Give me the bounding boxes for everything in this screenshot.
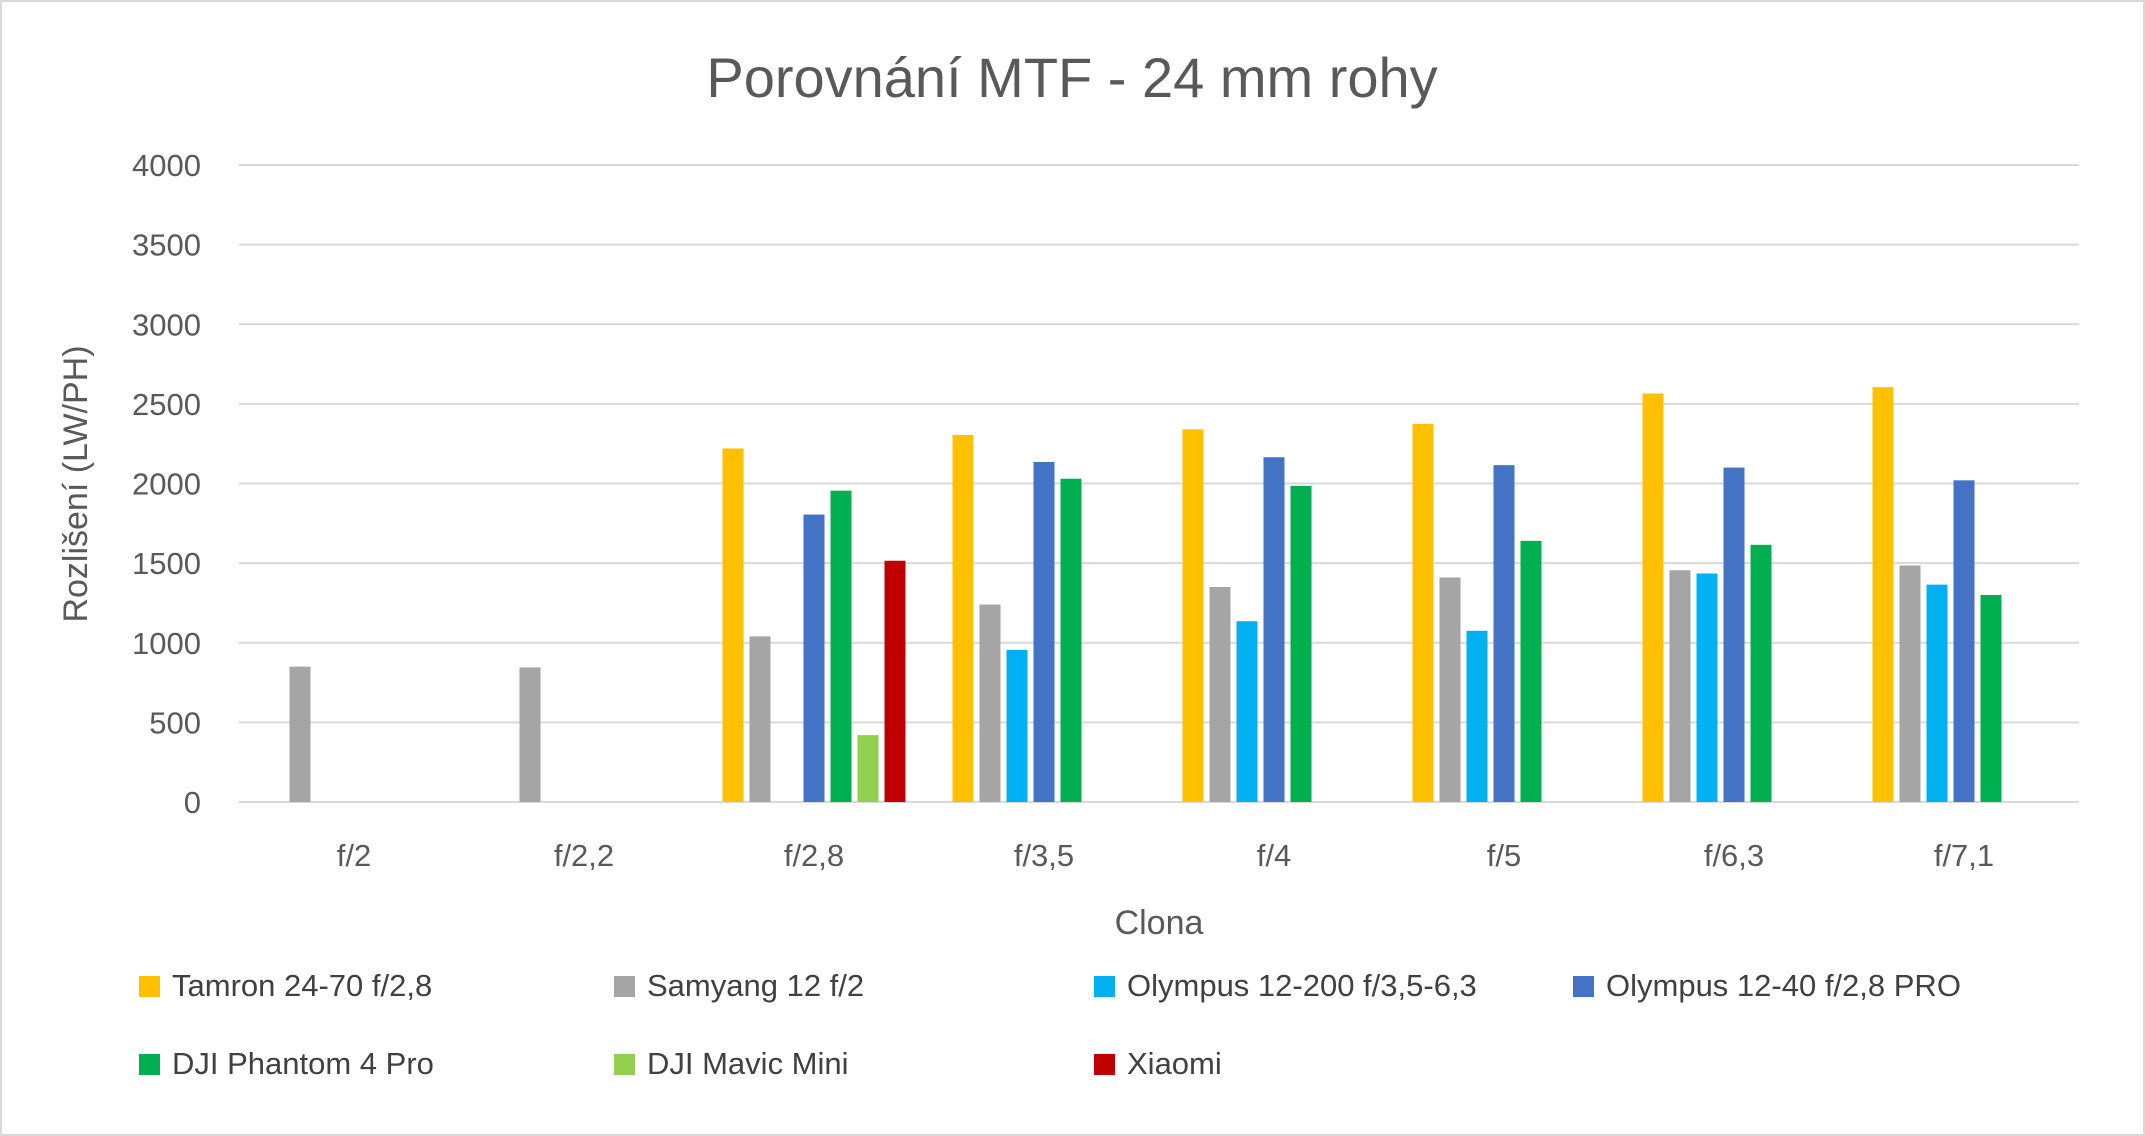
y-tick-label: 2500 <box>132 387 201 422</box>
bar <box>749 636 771 802</box>
y-tick-label: 2000 <box>132 467 201 502</box>
bar <box>884 560 906 802</box>
gridlines <box>239 164 2079 803</box>
bar <box>722 448 744 802</box>
bar <box>1263 457 1285 802</box>
bar <box>1750 544 1772 802</box>
bar <box>979 604 1001 802</box>
bar <box>803 514 825 802</box>
legend-item: Tamron 24-70 f/2,8 <box>139 968 432 1003</box>
bar <box>1872 387 1894 802</box>
bar <box>830 490 852 802</box>
legend-swatch <box>139 976 160 997</box>
bar <box>1006 649 1028 802</box>
legend-swatch <box>614 1054 635 1075</box>
x-tick-labels: f/2 f/2,2 f/2,8 f/3,5 f/4 f/5 f/6,3 f/7,1 <box>337 838 1994 873</box>
legend: Tamron 24-70 f/2,8 Samyang 12 f/2 Olympus … <box>139 968 1961 1081</box>
bar <box>1669 570 1691 802</box>
legend-item: Samyang 12 f/2 <box>614 968 864 1003</box>
bar <box>289 666 311 802</box>
x-axis-title: Clona <box>1115 904 1204 942</box>
legend-item: Olympus 12-200 f/3,5-6,3 <box>1094 968 1477 1003</box>
bar <box>1412 423 1434 802</box>
legend-swatch <box>1573 976 1594 997</box>
bar <box>1899 565 1921 802</box>
legend-label: Xiaomi <box>1127 1046 1222 1081</box>
bar <box>1060 478 1082 802</box>
legend-swatch <box>1094 976 1115 997</box>
x-tick-label: f/4 <box>1257 838 1291 873</box>
bar <box>1642 393 1664 802</box>
legend-label: Samyang 12 f/2 <box>647 968 864 1003</box>
legend-label: Olympus 12-200 f/3,5-6,3 <box>1127 968 1477 1003</box>
bar <box>1980 594 2002 802</box>
legend-swatch <box>1094 1054 1115 1075</box>
legend-swatch <box>614 976 635 997</box>
legend-item: Xiaomi <box>1094 1046 1222 1081</box>
x-tick-label: f/6,3 <box>1704 838 1764 873</box>
legend-label: Olympus 12-40 f/2,8 PRO <box>1606 968 1961 1003</box>
bar <box>1182 429 1204 802</box>
bar <box>1466 630 1488 802</box>
bars <box>289 387 2002 802</box>
legend-swatch <box>139 1054 160 1075</box>
y-axis-title: Rozlišení (LW/PH) <box>57 345 95 622</box>
bar <box>1033 462 1055 802</box>
x-tick-label: f/7,1 <box>1934 838 1994 873</box>
x-tick-label: f/3,5 <box>1014 838 1074 873</box>
bar <box>952 434 974 802</box>
y-tick-label: 3000 <box>132 307 201 342</box>
legend-item: DJI Mavic Mini <box>614 1046 849 1081</box>
legend-item: Olympus 12-40 f/2,8 PRO <box>1573 968 1961 1003</box>
bar <box>1493 465 1515 802</box>
legend-label: DJI Mavic Mini <box>647 1046 849 1081</box>
chart-title: Porovnání MTF - 24 mm rohy <box>706 46 1437 109</box>
bar <box>1236 621 1258 802</box>
bar <box>857 735 879 802</box>
y-tick-label: 3500 <box>132 228 201 263</box>
legend-label: Tamron 24-70 f/2,8 <box>172 968 432 1003</box>
x-tick-label: f/5 <box>1487 838 1521 873</box>
legend-label: DJI Phantom 4 Pro <box>172 1046 434 1081</box>
bar <box>1953 480 1975 802</box>
legend-item: DJI Phantom 4 Pro <box>139 1046 434 1081</box>
bar <box>1723 467 1745 802</box>
y-tick-label: 0 <box>184 785 201 820</box>
y-tick-label: 1500 <box>132 546 201 581</box>
bar <box>1439 577 1461 802</box>
x-tick-label: f/2,8 <box>784 838 844 873</box>
bar <box>1696 573 1718 802</box>
bar <box>1926 584 1948 802</box>
x-tick-label: f/2 <box>337 838 371 873</box>
bar <box>1520 540 1542 802</box>
y-tick-label: 4000 <box>132 148 201 183</box>
bar <box>519 667 541 802</box>
bar <box>1209 587 1231 802</box>
y-tick-label: 1000 <box>132 626 201 661</box>
bar <box>1290 485 1312 802</box>
y-tick-labels: 0 500 1000 1500 2000 2500 3000 3500 4000 <box>132 148 201 820</box>
y-tick-label: 500 <box>149 705 201 740</box>
x-tick-label: f/2,2 <box>554 838 614 873</box>
